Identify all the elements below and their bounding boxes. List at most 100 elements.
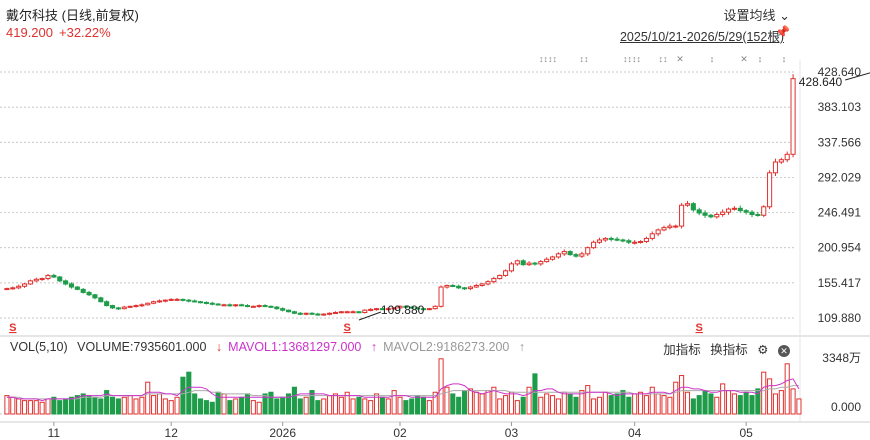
candle-down [409,306,415,309]
volume-bar-up [796,398,802,415]
candle-up [21,283,28,287]
volume-bar-down [620,390,626,415]
volume-bar-up [303,396,309,415]
candle-up [637,241,644,244]
candle-down [98,297,104,303]
event-marker-icon: ↕↕ [659,54,668,64]
mavol1-up-arrow: ↑ [370,340,378,354]
candle-down [608,237,614,240]
candle-up [174,298,180,301]
volume-bar-up [467,388,473,415]
volume-axis-bottom: 0.000 [831,400,861,414]
gear-icon[interactable]: ⚙ [757,343,769,357]
s-marker-icon: S [9,322,16,334]
pin-icon[interactable]: 📌 [775,25,790,39]
volume-bar-up [397,396,403,415]
candle-up [761,206,767,216]
volume-bar-up [778,390,784,415]
candle-down [197,301,204,304]
candle-up [485,281,491,285]
volume-bar-down [403,400,409,415]
switch-indicator-button[interactable]: 换指标 [710,343,748,357]
volume-bar-up [350,398,356,415]
volume-bar-down [379,396,385,415]
candle-down [403,305,409,308]
candle-down [420,308,427,311]
candle-down [456,285,462,289]
candle-up [684,203,691,206]
chevron-down-icon: ⌄ [779,8,790,23]
date-range[interactable]: 2025/10/21-2026/5/29(152根) [619,30,784,44]
candle-up [772,161,779,174]
volume-bar-down [197,398,204,415]
volume-bar-up [233,398,239,415]
volume-bar-up [526,386,532,415]
volume-bar-up [684,391,691,415]
volume-bar-down [203,400,209,415]
mavol2-value: MAVOL2:9186273.200 [383,340,510,354]
volume-bar-down [708,393,714,415]
volume-bar-down [608,395,614,415]
volume-bar-up [432,391,438,415]
candle-up [397,305,403,309]
ma-settings-button[interactable]: 设置均线 ⌄ [723,5,790,24]
volume-bar-up [649,386,655,415]
candle-up [596,239,603,243]
candle-up [661,227,667,231]
candle-up [655,229,661,235]
volume-bar-down [297,398,303,415]
volume-bar-up [544,393,550,415]
high-marker-line [845,72,870,81]
volume-bar-down [755,388,761,415]
volume-bar-up [767,378,773,415]
volume-bar-up [168,400,174,415]
volume-bar-up [602,391,608,415]
candle-down [356,311,362,314]
volume-bar-up [514,400,520,415]
volume-bar-up [579,390,585,415]
add-indicator-button[interactable]: 加指标 [663,343,701,357]
candle-down [702,212,708,216]
candle-up [544,258,550,263]
candle-up [549,256,556,260]
candle-up [714,213,720,218]
price-tick-label: 155.417 [818,276,862,290]
candle-down [192,300,198,303]
candle-up [767,172,773,208]
volume-bar-up [637,391,644,415]
volume-bar-up [10,396,16,415]
volume-bar-up [473,391,479,415]
candle-up [649,233,655,239]
volume-bar-up [772,393,779,415]
volume-bar-up [321,398,327,415]
volume-bar-up [145,381,151,415]
low-annotation-label: 109.880 [381,303,425,317]
volume-bar-down [315,400,321,415]
candle-up [332,312,339,315]
volume-bar-up [27,400,33,415]
change-percent: +32.22% [59,25,111,40]
volume-bar-down [456,396,462,415]
volume-bar-down [737,395,743,415]
candle-down [309,312,315,315]
candle-down [92,294,98,299]
candle-down [109,305,116,309]
low-marker-line [358,311,382,321]
candle-down [315,313,321,316]
candle-up [579,253,585,257]
volume-bar-down [567,393,573,415]
volume-bar-down [420,396,427,415]
event-marker-icon: ↕ [710,54,715,64]
candle-up [432,305,438,310]
candle-up [555,253,561,258]
candle-down [57,276,63,282]
candle-up [591,241,597,249]
candle-up [503,270,509,276]
volume-bar-up [327,395,333,415]
candle-down [450,284,456,287]
x-tick-label: 04 [628,426,642,440]
close-icon[interactable]: ✕ [778,345,790,357]
volume-bar-down [215,391,221,415]
volume-bar-down [749,395,755,415]
